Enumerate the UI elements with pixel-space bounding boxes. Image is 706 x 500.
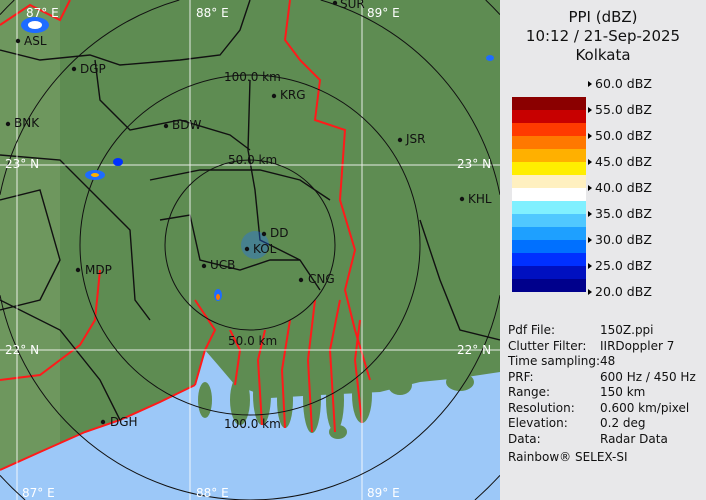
info-value: 150 km [600,385,646,399]
lon-label: 87° E [22,486,55,500]
info-value: Radar Data [600,431,668,446]
city-label: KRG [280,88,306,102]
legend-swatch [512,162,586,175]
info-value: 48 [600,354,616,368]
city-label: UCB [210,258,235,272]
info-value: 0.600 km/pixel [600,400,690,415]
district-borders [0,0,500,421]
legend-tick: 40.0 dBZ [588,181,652,195]
info-row: Data: Radar Data [508,432,696,448]
lat-label: 22° N [5,343,39,357]
city-label: CNG [308,272,335,286]
info-value: IIRDoppler 7 [600,338,675,353]
legend-swatch [512,266,586,279]
grid-labels: 87° E 88° E 89° E 87° E 88° E 89° E 23° … [5,6,491,500]
sea [0,350,500,500]
info-row: Resolution: 0.600 km/pixel [508,401,696,417]
legend-swatch [512,201,586,214]
info-row: Pdf File: 150Z.ppi [508,323,696,339]
credit: Rainbow® SELEX-SI [508,450,628,464]
city-label: DGH [110,415,138,429]
lat-label: 23° N [5,157,39,171]
legend-swatch [512,227,586,240]
lat-label: 23° N [457,157,491,171]
legend-swatch [512,123,586,136]
legend-swatch [512,253,586,266]
city-label: JSR [405,132,426,146]
legend-swatch [512,149,586,162]
lon-label: 89° E [367,6,400,20]
city-label: SUR [340,0,365,11]
info-key: Resolution: [508,400,575,415]
range-ring-50km [164,159,336,331]
ring-label-100km: 100.0 km [224,70,281,84]
legend-tick: 60.0 dBZ [588,77,652,91]
info-value: 150Z.ppi [600,323,654,337]
legend-tick: 35.0 dBZ [588,207,652,221]
legend-swatch [512,279,586,292]
info-row: Range: 150 km [508,385,696,401]
city-label: BDW [172,118,201,132]
echoes [21,17,494,301]
legend-swatch [512,188,586,201]
legend-swatch [512,240,586,253]
city-label: MDP [85,263,112,277]
city-label: BNK [14,116,40,130]
info-key: Clutter Filter: [508,338,587,353]
land-west-shade [0,0,60,500]
legend-tick: 50.0 dBZ [588,129,652,143]
info-key: PRF: [508,369,534,384]
ring-labels: 100.0 km 50.0 km 50.0 km 100.0 km [224,70,281,431]
info-row: Clutter Filter: IIRDoppler 7 [508,339,696,355]
legend-swatch [512,214,586,227]
info-row: Elevation: 0.2 deg [508,416,696,432]
info-key: Pdf File: [508,323,556,337]
city-markers [5,0,465,425]
legend-swatch [512,110,586,123]
legend-tick: 30.0 dBZ [588,233,652,247]
station-name: Kolkata [575,46,631,64]
legend-swatch [512,97,586,110]
ring-label-50km: 50.0 km [228,153,277,167]
legend-swatch [512,175,586,188]
legend-tick: 20.0 dBZ [588,285,652,299]
ring-label-100km: 100.0 km [224,417,281,431]
info-key: Elevation: [508,416,568,430]
city-label: DD [270,226,288,240]
info-key: Time sampling: [508,354,601,368]
legend-tick: 45.0 dBZ [588,155,652,169]
legend-tick: 55.0 dBZ [588,103,652,117]
info-value: 600 Hz / 450 Hz [600,369,696,384]
city-label: DGP [80,62,106,76]
info-value: 0.2 deg [600,416,646,430]
lon-label: 88° E [196,6,229,20]
range-ring-100km [79,74,421,416]
radar-map: SUR ASL DGP BNK BDW KRG JSR KHL MDP UCB … [0,0,500,500]
graticule [0,0,500,500]
radar-info: Pdf File: 150Z.ppi Clutter Filter: IIRDoppl… [508,323,696,466]
legend-swatch [512,136,586,149]
info-row: PRF: 600 Hz / 450 Hz [508,370,696,386]
range-ring-200km [0,0,500,500]
legend-tick: 25.0 dBZ [588,259,652,273]
city-label: KOL [253,242,277,256]
product-title: PPI (dBZ) [568,8,638,26]
ring-label-50km: 50.0 km [228,334,277,348]
info-key: Data: [508,431,541,446]
lon-label: 88° E [196,486,229,500]
lon-label: 87° E [26,6,59,20]
city-label: KHL [468,192,492,206]
lon-label: 89° E [367,486,400,500]
info-panel: PPI (dBZ) 10:12 / 21-Sep-2025 Kolkata 60… [500,0,706,500]
info-row: Time sampling: 48 [508,354,696,370]
info-key: Range: [508,385,551,399]
datetime: 10:12 / 21-Sep-2025 [525,27,681,45]
city-label: ASL [24,34,47,48]
lat-label: 22° N [457,343,491,357]
city-labels: SUR ASL DGP BNK BDW KRG JSR KHL MDP UCB … [14,0,492,429]
